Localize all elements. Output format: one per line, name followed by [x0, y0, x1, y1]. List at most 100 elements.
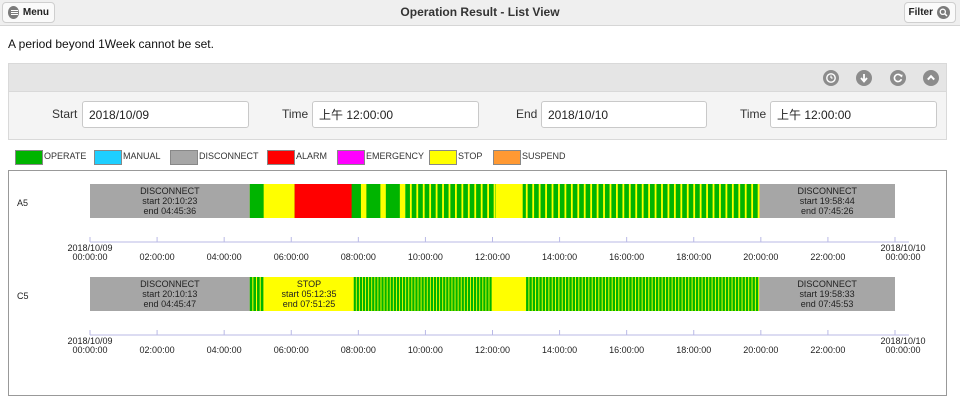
- operate-stripe: [612, 277, 616, 311]
- legend-label: STOP: [458, 151, 483, 161]
- operate-stripe: [384, 277, 387, 311]
- operate-stripe: [635, 277, 639, 311]
- operate-stripe: [672, 277, 675, 311]
- operate-stripe: [598, 184, 604, 218]
- operate-stripe: [406, 277, 409, 311]
- operate-stripe: [642, 277, 645, 311]
- operate-stripe: [443, 184, 449, 218]
- refresh-icon[interactable]: [890, 70, 906, 86]
- axis-tick-label: 08:00:00: [341, 345, 376, 355]
- operate-stripe: [629, 277, 632, 311]
- operate-stripe: [707, 184, 713, 218]
- operate-stripe: [482, 184, 488, 218]
- operate-stripe: [362, 277, 366, 311]
- operate-stripe: [536, 277, 539, 311]
- operate-stripe: [589, 277, 592, 311]
- operate-stripe: [436, 277, 440, 311]
- operate-stripe: [418, 277, 421, 311]
- axis-tick-label: 06:00:00: [274, 252, 309, 262]
- operate-stripe: [424, 184, 430, 218]
- operate-stripe: [424, 277, 427, 311]
- operate-stripe: [715, 277, 719, 311]
- operate-stripe: [521, 184, 526, 218]
- operate-stripe: [260, 277, 264, 311]
- page-title: Operation Result - List View: [400, 5, 560, 19]
- axis-tick-label: 06:00:00: [274, 345, 309, 355]
- operate-stripe: [575, 277, 579, 311]
- operate-stripe: [712, 277, 715, 311]
- operate-stripe: [469, 184, 475, 218]
- operate-stripe: [615, 277, 619, 311]
- end-time-input[interactable]: [770, 101, 937, 128]
- operate-stripe: [480, 277, 483, 311]
- axis-tick-label: 10:00:00: [408, 345, 443, 355]
- operate-stripe: [566, 277, 569, 311]
- operate-stripe: [722, 277, 725, 311]
- segment-label: start 05:12:35: [282, 289, 337, 299]
- operate-stripe: [249, 184, 264, 218]
- segment-label: end 07:45:26: [801, 206, 854, 216]
- segment-label: start 19:58:44: [800, 196, 855, 206]
- operate-stripe: [582, 277, 586, 311]
- operate-stripe: [390, 277, 393, 311]
- operate-stripe: [719, 277, 722, 311]
- collapse-icon[interactable]: [923, 70, 939, 86]
- operate-stripe: [356, 277, 359, 311]
- axis-tick-label: 14:00:00: [542, 252, 577, 262]
- operate-stripe: [257, 277, 260, 311]
- operate-stripe: [579, 184, 584, 218]
- operate-stripe: [526, 277, 529, 311]
- operate-stripe: [632, 277, 636, 311]
- segment-label: start 20:10:23: [142, 196, 197, 206]
- operate-stripe: [701, 184, 707, 218]
- operate-stripe: [755, 277, 759, 311]
- axis-end-time: 00:00:00: [885, 252, 920, 262]
- operate-stripe: [396, 277, 400, 311]
- operate-stripe: [675, 184, 681, 218]
- axis-end-date: 2018/10/10: [880, 243, 925, 253]
- operate-stripe: [399, 277, 403, 311]
- legend-swatch: [493, 150, 521, 165]
- stop-segment: [267, 184, 295, 218]
- stop-segment: [492, 277, 527, 311]
- axis-start-time: 00:00:00: [72, 345, 107, 355]
- operate-stripe: [431, 184, 436, 218]
- operate-stripe: [709, 277, 712, 311]
- operate-stripe: [365, 277, 369, 311]
- operate-stripe: [725, 277, 729, 311]
- axis-start-date: 2018/10/09: [67, 336, 112, 346]
- operate-stripe: [452, 277, 455, 311]
- operate-stripe: [685, 277, 689, 311]
- operate-stripe: [412, 277, 415, 311]
- download-icon[interactable]: [856, 70, 872, 86]
- segment-label: DISCONNECT: [140, 186, 200, 196]
- operate-stripe: [393, 277, 396, 311]
- operate-stripe: [464, 277, 467, 311]
- operate-stripe: [675, 277, 679, 311]
- filter-button[interactable]: Filter: [904, 2, 956, 23]
- operate-stripe: [702, 277, 705, 311]
- operate-stripe: [559, 277, 562, 311]
- operate-stripe: [611, 184, 617, 218]
- operate-stripe: [486, 277, 489, 311]
- operate-stripe: [477, 277, 480, 311]
- axis-tick-label: 16:00:00: [609, 345, 644, 355]
- menu-button[interactable]: Menu: [2, 2, 55, 23]
- operate-stripe: [714, 184, 720, 218]
- segment-label: end 04:45:36: [144, 206, 197, 216]
- operate-stripe: [699, 277, 702, 311]
- axis-tick-label: 14:00:00: [542, 345, 577, 355]
- axis-end-date: 2018/10/10: [880, 336, 925, 346]
- end-date-input[interactable]: [541, 101, 707, 128]
- segment-label: DISCONNECT: [797, 279, 857, 289]
- operate-stripe: [740, 184, 745, 218]
- row-label-a5: A5: [17, 198, 28, 208]
- stop-segment: [495, 184, 523, 218]
- menu-label: Menu: [22, 7, 49, 18]
- start-time-input[interactable]: [312, 101, 479, 128]
- clock-icon[interactable]: [823, 70, 839, 86]
- operate-stripe: [433, 277, 437, 311]
- operate-stripe: [546, 277, 549, 311]
- operate-stripe: [669, 184, 674, 218]
- start-date-input[interactable]: [82, 101, 249, 128]
